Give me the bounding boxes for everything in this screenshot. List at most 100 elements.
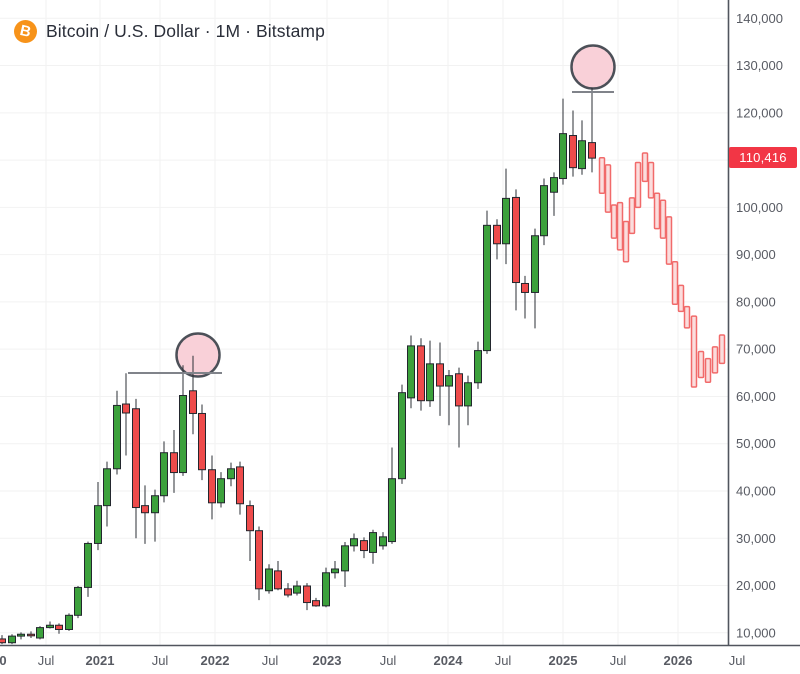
- candle[interactable]: [74, 586, 82, 616]
- candle[interactable]: [455, 373, 463, 407]
- candle[interactable]: [208, 469, 216, 504]
- drawings-layer[interactable]: [175, 44, 616, 378]
- projection-bar[interactable]: [704, 357, 712, 384]
- candle[interactable]: [578, 140, 586, 170]
- candle[interactable]: [36, 627, 44, 639]
- time-tick-label: 2025: [549, 653, 578, 668]
- price-scale[interactable]: 140,000 130,000 120,000 100,000 90,000 80,000…: [736, 11, 783, 641]
- candle[interactable]: [227, 468, 235, 480]
- candle[interactable]: [588, 142, 596, 159]
- candle[interactable]: [170, 452, 178, 474]
- candle[interactable]: [512, 196, 520, 284]
- candle[interactable]: [445, 375, 453, 387]
- projection-bar[interactable]: [634, 161, 642, 209]
- projection-bar[interactable]: [690, 315, 698, 388]
- candle[interactable]: [360, 540, 368, 552]
- projection-bar[interactable]: [718, 334, 726, 365]
- projection-bar[interactable]: [641, 152, 649, 183]
- candle[interactable]: [550, 177, 558, 193]
- candle[interactable]: [65, 614, 73, 630]
- candle[interactable]: [417, 345, 425, 402]
- candle[interactable]: [94, 505, 102, 544]
- projection-bar[interactable]: [616, 201, 624, 251]
- chart-legend[interactable]: B Bitcoin / U.S. Dollar · 1M · Bitstamp: [14, 20, 325, 43]
- projection-bar[interactable]: [628, 197, 636, 235]
- time-tick-label: 2021: [86, 653, 115, 668]
- candle[interactable]: [17, 633, 25, 637]
- candle[interactable]: [151, 495, 159, 514]
- projection-bar[interactable]: [647, 161, 655, 199]
- candle[interactable]: [531, 235, 539, 293]
- candle[interactable]: [160, 452, 168, 497]
- symbol-title[interactable]: Bitcoin / U.S. Dollar · 1M · Bitstamp: [46, 21, 325, 41]
- candle[interactable]: [312, 600, 320, 607]
- projection-bar[interactable]: [677, 284, 685, 313]
- projection-bar[interactable]: [653, 192, 661, 230]
- projection-bar[interactable]: [610, 204, 618, 239]
- projection-bar[interactable]: [604, 164, 612, 213]
- candle[interactable]: [540, 185, 548, 237]
- candle[interactable]: [265, 568, 273, 592]
- candle[interactable]: [521, 282, 529, 293]
- top-marker-circle[interactable]: [570, 44, 616, 90]
- candle[interactable]: [189, 390, 197, 414]
- price-tick-label: 130,000: [736, 58, 783, 73]
- candle[interactable]: [569, 135, 577, 169]
- candle[interactable]: [141, 505, 149, 514]
- candle[interactable]: [502, 197, 510, 245]
- candle[interactable]: [122, 403, 130, 414]
- projection-bar[interactable]: [671, 260, 679, 306]
- candle[interactable]: [436, 363, 444, 387]
- candle[interactable]: [103, 468, 111, 507]
- projection-bar[interactable]: [697, 350, 705, 379]
- candle[interactable]: [274, 570, 282, 590]
- candle[interactable]: [388, 478, 396, 543]
- candle[interactable]: [350, 538, 358, 547]
- projection-bar[interactable]: [659, 199, 667, 239]
- candle[interactable]: [474, 350, 482, 384]
- candle[interactable]: [0, 638, 6, 644]
- candle[interactable]: [55, 624, 63, 630]
- projection-bar[interactable]: [622, 220, 630, 263]
- candle[interactable]: [493, 224, 501, 245]
- candle[interactable]: [284, 588, 292, 596]
- candle[interactable]: [379, 536, 387, 547]
- projection-bar[interactable]: [711, 346, 719, 374]
- candle[interactable]: [303, 585, 311, 604]
- candle[interactable]: [246, 505, 254, 532]
- candle[interactable]: [407, 345, 415, 399]
- candle[interactable]: [369, 532, 377, 553]
- candle[interactable]: [293, 585, 301, 594]
- bitcoin-logo-icon: B: [14, 20, 37, 43]
- projection-bar[interactable]: [665, 216, 673, 265]
- candle[interactable]: [322, 572, 330, 607]
- candle[interactable]: [559, 133, 567, 180]
- projection-bar[interactable]: [598, 156, 606, 194]
- candle[interactable]: [198, 412, 206, 471]
- candle[interactable]: [426, 363, 434, 402]
- candle[interactable]: [464, 382, 472, 407]
- time-scale[interactable]: 0 Jul 2021 Jul 2022 Jul 2023 Jul 2024 Jul 2025 Jul 2…: [0, 653, 745, 668]
- time-tick-label: Jul: [380, 653, 397, 668]
- candle[interactable]: [255, 530, 263, 590]
- time-tick-label: 2022: [201, 653, 230, 668]
- candle[interactable]: [8, 635, 16, 644]
- candle[interactable]: [341, 545, 349, 572]
- projection-layer[interactable]: [598, 152, 726, 388]
- candle[interactable]: [46, 624, 54, 629]
- candles-layer[interactable]: [0, 87, 596, 645]
- candle[interactable]: [132, 408, 140, 509]
- time-tick-label: Jul: [729, 653, 746, 668]
- top-marker-circle[interactable]: [175, 332, 221, 378]
- candle[interactable]: [398, 392, 406, 480]
- candle[interactable]: [483, 224, 491, 352]
- candle[interactable]: [27, 633, 35, 637]
- candle[interactable]: [331, 568, 339, 574]
- candle[interactable]: [217, 478, 225, 504]
- candle[interactable]: [179, 395, 187, 474]
- projection-bar[interactable]: [683, 305, 691, 329]
- candle[interactable]: [113, 404, 121, 470]
- candle[interactable]: [236, 466, 244, 505]
- candle[interactable]: [84, 542, 92, 588]
